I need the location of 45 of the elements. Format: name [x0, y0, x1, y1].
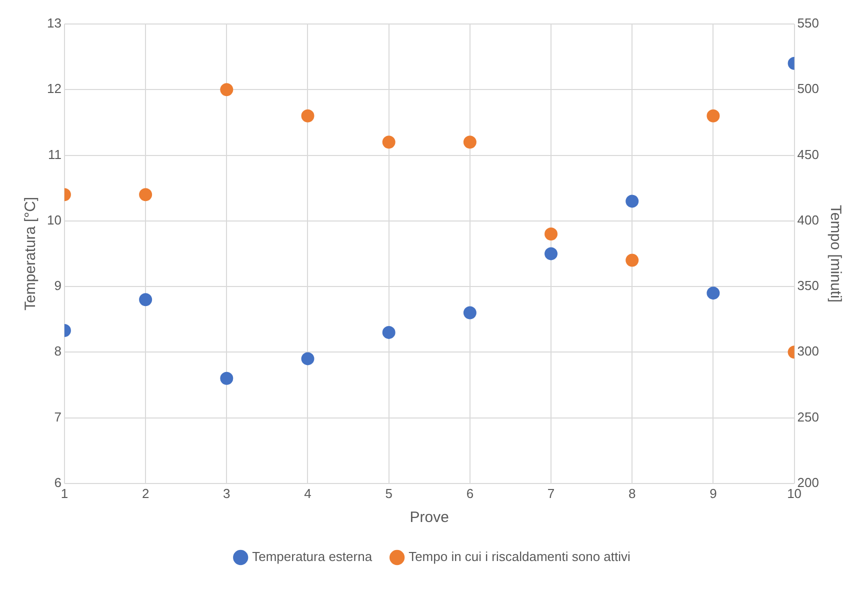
- y-axis-title: Temperatura [°C]: [22, 196, 40, 310]
- y-tick-label: 7: [54, 409, 62, 424]
- y2-tick-label: 450: [797, 146, 820, 162]
- point: [220, 83, 234, 96]
- y-tick-label: 10: [46, 212, 62, 228]
- point: [706, 109, 720, 122]
- y2-tick-label: 250: [797, 409, 820, 424]
- x-tick-label: 5: [385, 486, 392, 501]
- x-tick-label: 4: [304, 486, 312, 501]
- point: [139, 293, 152, 306]
- point: [706, 286, 720, 300]
- point: [139, 188, 152, 202]
- point: [220, 372, 234, 385]
- point: [301, 109, 314, 122]
- y-tick-label: 12: [46, 81, 62, 96]
- x-tick-label: 7: [547, 486, 555, 501]
- x-axis-title: Prove: [410, 509, 449, 526]
- y2-axis-title: Tempo [minuti]: [826, 204, 844, 302]
- x-tick-label: 6: [466, 486, 474, 501]
- y-tick-label: 11: [48, 146, 62, 162]
- point: [463, 306, 476, 320]
- x-tick-label: 3: [223, 486, 230, 501]
- point: [382, 326, 396, 339]
- y2-tick-label: 350: [797, 278, 820, 294]
- point: [301, 352, 314, 366]
- x-tick-label: 1: [60, 486, 68, 501]
- y-tick-label: 13: [46, 16, 62, 31]
- y2-tick-label: 500: [797, 81, 820, 96]
- legend-label: Temperatura esterna: [252, 549, 373, 564]
- y2-tick-label: 300: [797, 344, 820, 359]
- y-tick-label: 8: [54, 344, 62, 359]
- x-tick-label: 2: [142, 486, 150, 501]
- y2-tick-label: 400: [797, 212, 820, 228]
- point: [626, 254, 639, 267]
- y2-tick-label: 550: [797, 16, 820, 31]
- point: [626, 194, 639, 208]
- legend-label: Tempo in cui i riscaldamenti sono attivi: [408, 549, 630, 564]
- y-tick-label: 6: [54, 474, 62, 490]
- point: [544, 247, 558, 260]
- x-tick-label: 8: [628, 486, 636, 501]
- point: [382, 136, 396, 149]
- y-tick-label: 9: [54, 278, 62, 294]
- point: [544, 228, 558, 241]
- x-tick-label: 9: [710, 486, 717, 501]
- point: [463, 136, 476, 149]
